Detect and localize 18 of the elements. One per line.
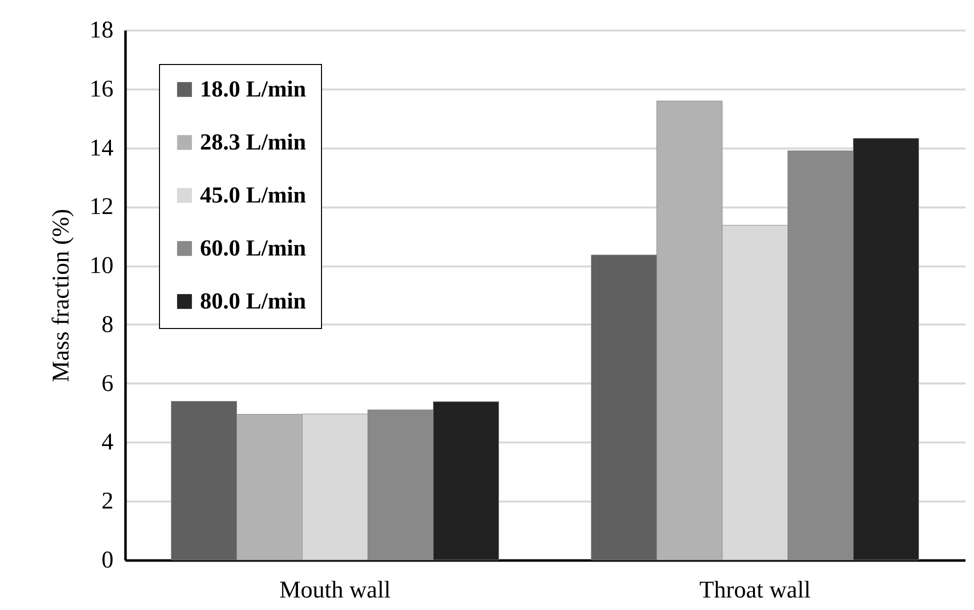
legend-label: 18.0 L/min — [200, 76, 306, 102]
x-tick-label: Throat wall — [699, 578, 811, 604]
y-axis-title: Mass fraction (%) — [48, 208, 74, 382]
y-tick-label: 8 — [102, 312, 114, 338]
legend-label: 80.0 L/min — [200, 288, 306, 314]
y-tick-label: 4 — [102, 430, 114, 456]
y-tick-label: 12 — [90, 194, 114, 220]
y-tick-label: 0 — [102, 548, 114, 574]
y-tick-label: 14 — [90, 135, 114, 162]
y-tick-label: 6 — [102, 370, 114, 397]
x-tick-label: Mouth wall — [279, 578, 391, 604]
legend-label: 45.0 L/min — [200, 182, 306, 208]
y-tick-label: 10 — [90, 253, 114, 280]
legend-label: 60.0 L/min — [200, 236, 306, 260]
legend-label: 28.3 L/min — [200, 130, 306, 154]
y-tick-label: 16 — [90, 76, 114, 102]
y-tick-label: 18 — [90, 18, 114, 44]
y-tick-label: 2 — [102, 488, 114, 515]
